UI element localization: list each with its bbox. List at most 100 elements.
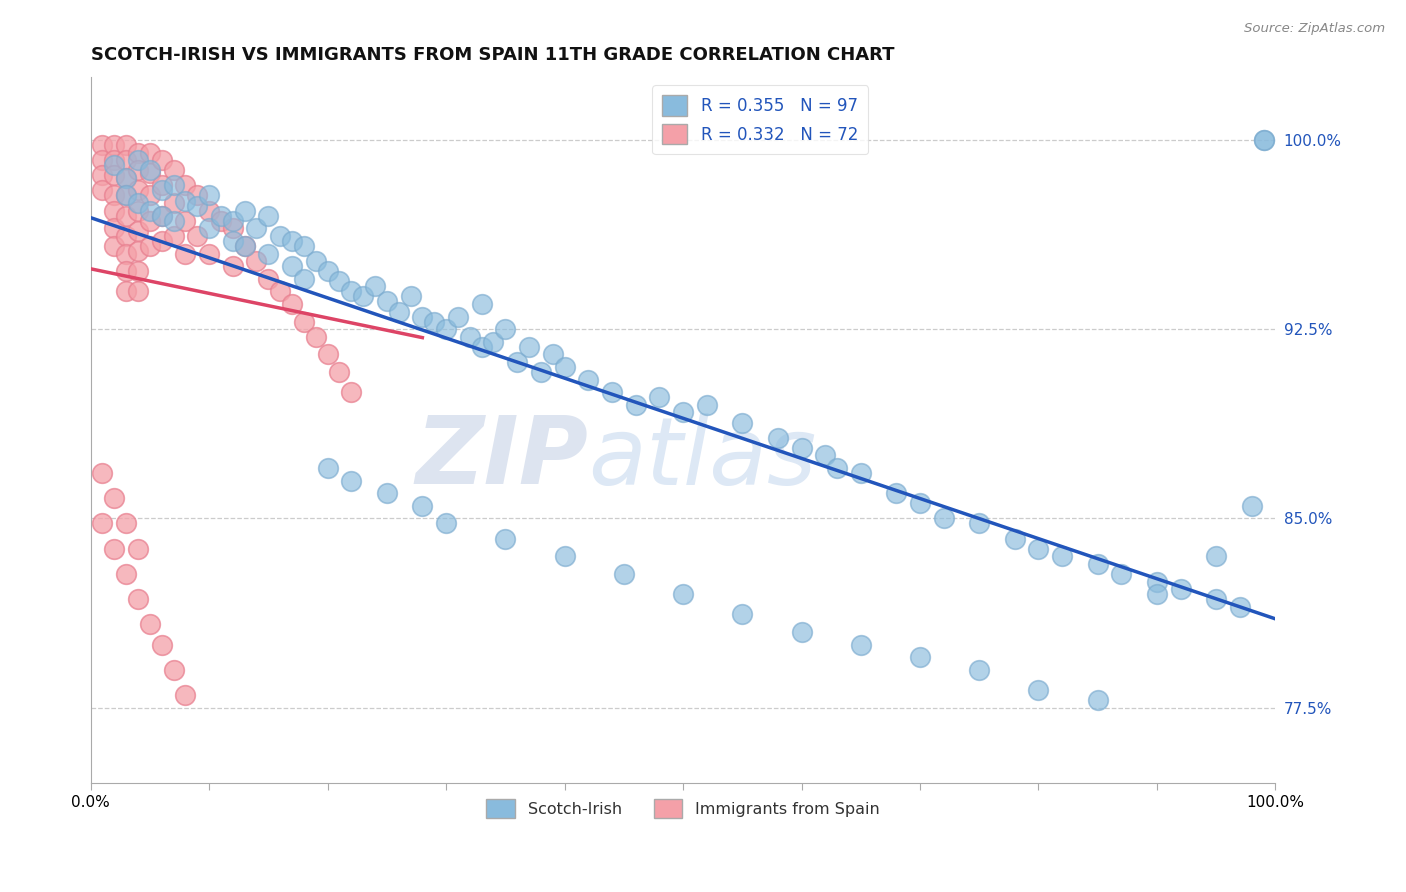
Point [790,441,813,455]
Point [364,279,387,293]
Point [91,516,114,531]
Point [150,178,173,193]
Point [198,203,221,218]
Point [494,532,516,546]
Point [150,209,173,223]
Point [411,499,433,513]
Point [186,188,208,202]
Point [150,234,173,248]
Point [91,466,114,480]
Point [375,486,398,500]
Point [352,289,374,303]
Point [908,496,931,510]
Point [292,239,315,253]
Point [1253,133,1275,147]
Point [115,188,138,202]
Point [269,285,291,299]
Point [115,188,138,202]
Point [1050,549,1073,564]
Point [316,347,339,361]
Point [103,138,125,153]
Point [127,244,149,258]
Point [174,178,197,193]
Point [115,170,138,185]
Point [162,228,184,243]
Point [1087,557,1109,571]
Point [222,259,245,273]
Point [198,188,221,202]
Point [115,209,138,223]
Point [281,297,304,311]
Point [162,196,184,211]
Point [103,239,125,253]
Point [340,385,363,400]
Point [186,228,208,243]
Point [162,213,184,227]
Point [1205,592,1227,607]
Point [328,274,350,288]
Point [292,271,315,285]
Point [245,254,267,268]
Point [316,461,339,475]
Point [150,638,173,652]
Point [198,246,221,260]
Point [1111,566,1133,581]
Point [494,322,516,336]
Point [115,138,138,153]
Point [1146,587,1168,601]
Point [967,663,990,677]
Point [482,334,505,349]
Point [115,285,138,299]
Point [91,138,114,153]
Point [305,330,328,344]
Point [447,310,470,324]
Point [305,254,328,268]
Point [91,153,114,168]
Point [375,294,398,309]
Point [399,289,422,303]
Point [209,213,232,227]
Point [790,625,813,640]
Point [103,158,125,172]
Point [222,234,245,248]
Point [281,234,304,248]
Point [340,285,363,299]
Point [103,169,125,183]
Point [884,486,907,500]
Point [139,166,162,180]
Point [233,239,256,253]
Point [530,365,553,379]
Point [174,194,197,208]
Point [139,213,162,227]
Point [222,213,245,227]
Point [162,178,184,193]
Point [1028,683,1050,698]
Point [150,153,173,168]
Point [458,330,481,344]
Point [127,541,149,556]
Text: ZIP: ZIP [415,412,588,504]
Point [115,246,138,260]
Point [115,228,138,243]
Point [257,271,280,285]
Point [127,224,149,238]
Point [139,239,162,253]
Point [1170,582,1192,596]
Point [115,566,138,581]
Point [648,390,671,404]
Point [127,163,149,178]
Point [696,398,718,412]
Point [731,416,754,430]
Point [613,566,636,581]
Point [292,315,315,329]
Legend: Scotch-Irish, Immigrants from Spain: Scotch-Irish, Immigrants from Spain [479,793,886,825]
Point [411,310,433,324]
Text: atlas: atlas [588,413,817,504]
Point [471,297,494,311]
Point [731,607,754,622]
Point [127,285,149,299]
Point [967,516,990,531]
Point [91,183,114,197]
Point [174,688,197,702]
Point [103,221,125,235]
